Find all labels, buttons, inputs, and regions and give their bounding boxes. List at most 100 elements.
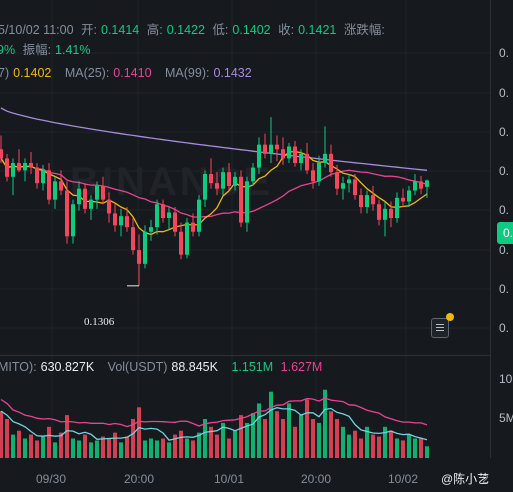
candle-21 xyxy=(125,216,129,228)
candle-65 xyxy=(389,208,393,218)
candle-27 xyxy=(161,204,165,218)
candle-56 xyxy=(335,172,339,189)
volume-bar-37 xyxy=(221,422,225,458)
y-axis-label-2: 0. xyxy=(499,125,509,139)
candle-43 xyxy=(257,144,261,168)
volume-value-quote: 88.845K xyxy=(171,360,218,374)
volume-bar-39 xyxy=(233,430,237,458)
candle-15 xyxy=(89,199,93,209)
ma99-label: MA(99): xyxy=(165,66,210,80)
candle-59 xyxy=(353,179,357,196)
candle-63 xyxy=(377,204,381,220)
candle-30 xyxy=(179,231,183,255)
volume-bar-32 xyxy=(191,440,195,458)
volume-label-base: MITO): xyxy=(0,360,37,374)
volume-bar-64 xyxy=(383,426,387,458)
volume-bar-46 xyxy=(275,411,279,458)
volume-row[interactable]: MITO): 630.827K Vol(USDT) 88.845K 1.151M 1… xyxy=(0,360,326,374)
candle-40 xyxy=(239,176,243,223)
volume-bar-9 xyxy=(53,442,57,458)
candle-37 xyxy=(221,172,225,189)
volume-bar-1 xyxy=(5,419,9,458)
volume-bar-55 xyxy=(329,411,333,458)
candle-12 xyxy=(71,204,75,237)
candle-62 xyxy=(371,195,375,205)
high-value: 0.1422 xyxy=(166,23,205,37)
volume-ma2-line xyxy=(0,397,428,428)
volume-bar-58 xyxy=(347,434,351,458)
volume-bar-8 xyxy=(47,426,51,458)
ma-row[interactable]: 7) 0.1402 MA(25): 0.1410 MA(99): 0.1432 xyxy=(0,66,256,80)
y-axis-label-5: 0. xyxy=(499,243,509,257)
notes-icon[interactable] xyxy=(431,313,454,338)
low-value: 0.1402 xyxy=(232,23,271,37)
candle-24 xyxy=(143,231,147,264)
volume-ma1-value: 1.151M xyxy=(231,360,274,374)
current-price-tag: 0. xyxy=(497,222,513,244)
price-axis-divider xyxy=(490,0,491,458)
volume-bar-54 xyxy=(323,389,327,458)
open-value: 0.1414 xyxy=(101,23,140,37)
candle-3 xyxy=(17,163,21,171)
volume-bar-7 xyxy=(41,436,45,458)
volume-bar-57 xyxy=(341,426,345,458)
candle-16 xyxy=(95,185,99,200)
ma25-label: MA(25): xyxy=(64,66,110,80)
y-axis-label-6: 0. xyxy=(499,282,509,296)
candle-60 xyxy=(359,195,363,207)
volume-bar-18 xyxy=(107,438,111,458)
ma99-value: 0.1432 xyxy=(213,66,252,80)
volume-bar-53 xyxy=(317,422,321,458)
volume-bar-66 xyxy=(395,438,399,458)
candle-69 xyxy=(413,181,417,191)
candle-11 xyxy=(65,190,69,237)
candle-0 xyxy=(0,149,3,159)
candle-39 xyxy=(233,176,237,186)
volume-bar-29 xyxy=(173,434,177,458)
volume-bar-65 xyxy=(389,430,393,458)
candle-25 xyxy=(149,227,153,232)
volume-bar-63 xyxy=(377,436,381,458)
notification-dot-icon xyxy=(446,313,454,321)
candle-48 xyxy=(287,146,291,159)
volume-bar-24 xyxy=(143,440,147,458)
x-axis-label-0: 09/30 xyxy=(36,472,66,486)
candle-47 xyxy=(281,149,285,159)
volume-bar-27 xyxy=(161,438,165,458)
volume-bar-16 xyxy=(95,440,99,458)
candle-50 xyxy=(299,153,303,163)
candle-33 xyxy=(197,199,201,232)
volume-bar-51 xyxy=(305,399,309,458)
candle-19 xyxy=(113,213,117,226)
candle-38 xyxy=(227,172,231,186)
candle-4 xyxy=(23,163,27,171)
x-axis-label-4: 10/02 xyxy=(388,472,418,486)
volume-bar-15 xyxy=(89,442,93,458)
candle-61 xyxy=(365,195,369,207)
author-credit: @陈小艺 xyxy=(441,472,490,486)
close-label: 收: xyxy=(278,23,295,37)
x-axis-label-partial: 2 xyxy=(482,472,489,486)
volume-bar-17 xyxy=(101,436,105,458)
volume-bar-34 xyxy=(203,419,207,458)
candle-42 xyxy=(251,167,255,182)
volume-bar-50 xyxy=(299,415,303,458)
volume-bar-44 xyxy=(263,419,267,458)
candle-8 xyxy=(47,170,51,200)
volume-bar-2 xyxy=(11,434,15,458)
volume-bar-62 xyxy=(371,434,375,458)
ma25-line xyxy=(0,158,428,218)
open-label: 开: xyxy=(81,23,97,37)
volume-bar-49 xyxy=(293,426,297,458)
volume-bar-70 xyxy=(419,438,423,458)
candle-31 xyxy=(185,222,189,255)
high-label: 高: xyxy=(146,23,163,37)
low-price-marker: 0.1306 xyxy=(84,316,115,328)
close-value: 0.1421 xyxy=(298,23,337,37)
candle-64 xyxy=(383,208,387,220)
volume-bar-25 xyxy=(149,438,153,458)
low-label: 低: xyxy=(212,23,229,37)
candle-45 xyxy=(269,144,273,154)
